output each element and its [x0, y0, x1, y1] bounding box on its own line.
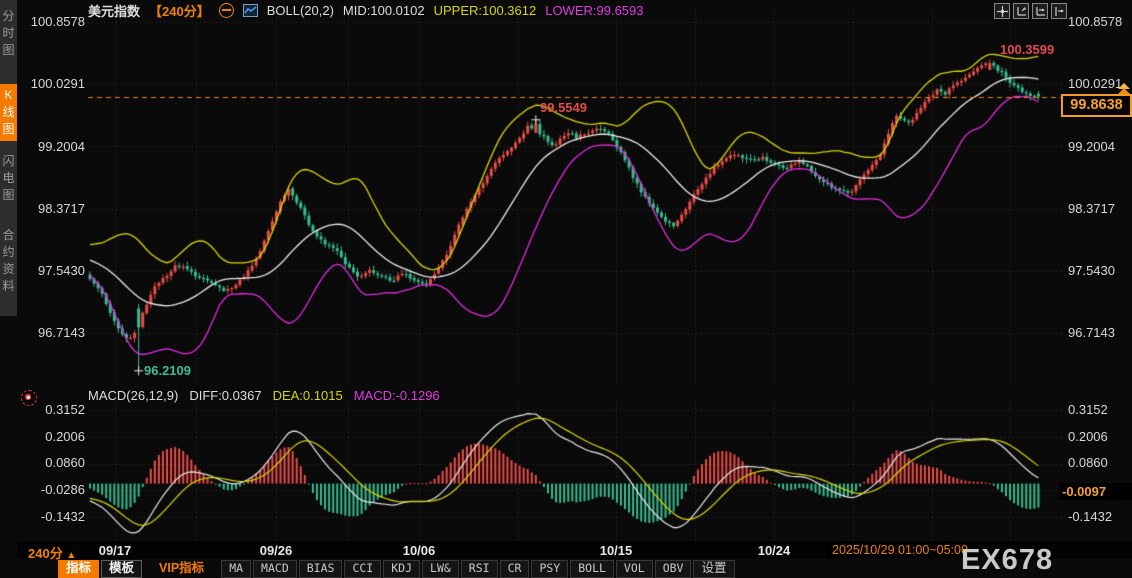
last-price-box: 99.8638	[1061, 94, 1132, 117]
main-axis-label-right: 98.3717	[1068, 201, 1115, 216]
date-label-0: 09/17	[98, 543, 132, 558]
macd-axis-label-right: 0.2006	[1068, 429, 1108, 444]
date-label-2: 10/06	[402, 543, 436, 558]
macd-diff-value: DIFF:0.0367	[189, 388, 262, 403]
macd-axis-label-left: 0.0860	[45, 455, 85, 470]
toolbar-item-13[interactable]: VOL	[615, 560, 653, 578]
macd-header: MACD(26,12,9) DIFF:0.0367 DEA:0.1015 MAC…	[88, 388, 440, 403]
main-axis-label-left: 96.7143	[38, 325, 85, 340]
swing-high-marker: 99.5549	[540, 100, 587, 115]
toolbar-item-14[interactable]: OBV	[654, 560, 692, 578]
chart-header: 美元指数 【240分】 BOLL(20,2) MID:100.0102 UPPE…	[88, 2, 644, 19]
scale-bottom-icon[interactable]	[1032, 3, 1048, 19]
boll-mid-value: MID:100.0102	[342, 2, 425, 18]
symbol-title: 美元指数	[88, 3, 141, 19]
main-axis-label-left: 100.0291	[30, 76, 85, 91]
macd-dea-value: DEA:0.1015	[272, 388, 343, 403]
main-axis-label-left: 97.5430	[38, 263, 85, 278]
toolbar-item-8[interactable]: LW&	[422, 560, 459, 578]
price-chart-canvas[interactable]	[17, 0, 1132, 578]
macd-axis-label-right: -0.1432	[1068, 509, 1113, 524]
main-axis-label-right: 96.7143	[1068, 325, 1115, 340]
macd-axis-label-left: -0.0286	[40, 482, 85, 497]
toolbar-item-4[interactable]: MACD	[253, 560, 297, 578]
main-axis-label-right: 97.5430	[1068, 263, 1115, 278]
macd-axis-label-right: 0.0860	[1068, 455, 1108, 470]
chart-type-icon[interactable]	[242, 3, 258, 17]
period-tag[interactable]: 【240分】	[149, 3, 210, 19]
high-marker: 100.3599	[1000, 42, 1055, 57]
sidebar-item-2[interactable]: 闪电图	[2, 154, 15, 202]
period-label[interactable]: 240分 ▲	[28, 546, 77, 561]
low-marker: 96.2109	[144, 363, 191, 378]
record-indicator-icon[interactable]	[21, 390, 37, 406]
toolbar-item-11[interactable]: PSY	[531, 560, 569, 578]
main-axis-label-right: 99.2004	[1068, 139, 1115, 154]
toolbar-item-10[interactable]: CR	[499, 560, 530, 578]
chart-region: 美元指数 【240分】 BOLL(20,2) MID:100.0102 UPPE…	[17, 0, 1132, 578]
boll-upper-value: UPPER:100.3612	[433, 2, 537, 18]
period-arrow-icon: ▲	[66, 550, 77, 561]
toolbar-item-2[interactable]: VIP指标	[159, 561, 205, 575]
scale-left-icon[interactable]	[1013, 3, 1029, 19]
toolbar-item-0[interactable]: 指标	[58, 560, 100, 578]
main-axis-label-right: 100.8578	[1068, 14, 1123, 29]
main-axis-label-left: 100.8578	[30, 14, 85, 29]
macd-axis-label-right: 0.3152	[1068, 402, 1108, 417]
date-label-4: 10/24	[757, 543, 791, 558]
session-label: 2025/10/29 01:00~05:00	[827, 542, 973, 558]
price-up-arrow-icon	[1118, 83, 1130, 94]
boll-label: BOLL(20,2)	[266, 2, 334, 18]
minus-circle-icon[interactable]	[218, 2, 234, 18]
macd-last-value-box: -0.0097	[1059, 483, 1132, 500]
toolbar-item-1[interactable]: 模板	[101, 560, 143, 578]
crosshair-icon[interactable]	[994, 3, 1010, 19]
toolbar-item-9[interactable]: RSI	[460, 560, 498, 578]
toolbar-item-3[interactable]: MA	[221, 560, 252, 578]
indicator-toolbar: 指标 模板 VIP指标 MA MACD BIAS CCI KDJ LW& RSI CR PSY BOLL…	[58, 560, 735, 578]
main-axis-label-right: 100.0291	[1068, 76, 1123, 91]
chart-tools	[994, 3, 1067, 19]
sidebar-item-0[interactable]: 分时图	[2, 9, 15, 57]
sidebar-item-3[interactable]: 合约资料	[2, 228, 15, 293]
date-label-3: 10/15	[599, 543, 633, 558]
boll-lower-value: LOWER:99.6593	[545, 2, 644, 18]
date-label-1: 09/26	[259, 543, 293, 558]
toolbar-item-6[interactable]: CCI	[344, 560, 382, 578]
toolbar-item-12[interactable]: BOLL	[570, 560, 614, 578]
toolbar-item-5[interactable]: BIAS	[298, 560, 343, 578]
macd-params-label: MACD(26,12,9)	[88, 388, 179, 403]
main-axis-label-left: 99.2004	[38, 139, 85, 154]
toolbar-item-15[interactable]: 设置	[693, 560, 735, 578]
macd-axis-label-left: -0.1432	[40, 509, 85, 524]
macd-axis-label-left: 0.3152	[45, 402, 85, 417]
macd-value: MACD:-0.1296	[353, 388, 440, 403]
main-axis-label-left: 98.3717	[38, 201, 85, 216]
toolbar-item-7[interactable]: KDJ	[383, 560, 421, 578]
macd-axis-label-left: 0.2006	[45, 429, 85, 444]
scale-right-icon[interactable]	[1051, 3, 1067, 19]
